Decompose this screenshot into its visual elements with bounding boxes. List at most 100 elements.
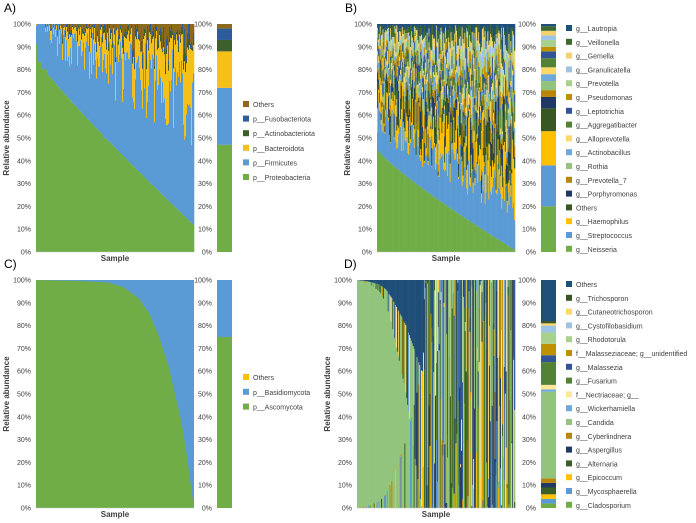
sample-bar-segment xyxy=(406,81,408,83)
sample-bar-segment xyxy=(414,182,416,252)
sample-bar-segment xyxy=(175,39,177,45)
sample-bar-segment xyxy=(459,58,462,76)
sample-bar-segment xyxy=(493,329,495,356)
sample-bar-segment xyxy=(469,89,471,95)
sample-bar-segment xyxy=(416,24,418,28)
sample-bar-segment xyxy=(450,26,452,33)
sample-bar-segment xyxy=(383,80,385,82)
sample-bar-segment xyxy=(447,457,449,508)
sample-bar-segment xyxy=(401,317,403,375)
legend-swatch xyxy=(566,190,572,197)
sample-bar-segment xyxy=(500,175,502,194)
sample-bar-segment xyxy=(476,27,478,39)
sample-bar-segment xyxy=(423,142,426,160)
sample-bar-segment xyxy=(500,378,502,469)
sample-bar-segment xyxy=(502,103,504,111)
sample-bar-segment xyxy=(90,52,92,122)
sample-bar-segment xyxy=(383,81,385,85)
sample-bar-segment xyxy=(410,142,412,180)
sample-bar-segment xyxy=(387,28,389,35)
sample-bar-segment xyxy=(108,51,110,84)
sample-bar-segment xyxy=(469,331,471,508)
sample-bar-segment xyxy=(128,161,130,252)
bar-y-tick-label: 60% xyxy=(198,113,212,120)
sample-bar-segment xyxy=(446,85,449,94)
bar-y-tick-label: 50% xyxy=(198,136,212,143)
sample-bar-segment xyxy=(388,67,390,69)
sample-bar-segment xyxy=(397,67,399,69)
sample-bar-segment xyxy=(385,117,387,159)
sample-bar-segment xyxy=(505,102,508,120)
sample-bar-segment xyxy=(441,65,443,81)
sample-bar-segment xyxy=(479,87,481,90)
sample-bar-segment xyxy=(447,68,450,70)
sample-bar-segment xyxy=(434,82,437,91)
sample-bar-segment xyxy=(446,153,448,206)
sample-bar-segment xyxy=(492,84,495,99)
sample-bar-segment xyxy=(448,87,450,112)
sample-bar-segment xyxy=(490,101,492,122)
sample-bar-segment xyxy=(383,84,385,94)
sample-bar-segment xyxy=(436,198,439,252)
sample-bar-segment xyxy=(111,143,113,252)
sample-bar-segment xyxy=(477,136,479,139)
sample-bar-segment xyxy=(456,280,458,434)
sample-bar-segment xyxy=(418,64,420,66)
sample-bar-segment xyxy=(411,37,414,41)
sample-bar-segment xyxy=(482,229,485,252)
legend-swatch xyxy=(566,294,572,301)
sample-bar-segment xyxy=(386,92,388,109)
sample-bar-segment xyxy=(429,49,431,51)
sample-bar-segment xyxy=(110,142,112,252)
sample-bar-segment xyxy=(395,51,397,53)
sample-bar-segment xyxy=(403,109,405,127)
sample-bar-segment xyxy=(443,203,445,252)
sample-bar-segment xyxy=(403,174,405,252)
sample-bar-segment xyxy=(500,49,502,68)
sample-bar-segment xyxy=(455,42,457,53)
bar-y-tick-label: 20% xyxy=(522,204,536,211)
sample-bar-segment xyxy=(499,135,501,149)
sample-bar-segment xyxy=(445,37,447,53)
sample-bar-segment xyxy=(385,52,387,59)
sample-bar-segment xyxy=(171,203,173,252)
sample-bar-segment xyxy=(383,24,385,41)
sample-bar-segment xyxy=(417,40,419,49)
sample-bar-segment xyxy=(380,285,382,294)
sample-bar-segment xyxy=(406,136,408,177)
sample-bar-segment xyxy=(497,76,499,81)
sample-bar-segment xyxy=(57,36,59,57)
sample-bar-segment xyxy=(410,93,412,112)
sample-bar-segment xyxy=(65,24,67,31)
sample-bar-segment xyxy=(388,63,390,68)
sample-bar-segment xyxy=(459,214,462,252)
sample-bar-segment xyxy=(378,94,381,103)
sample-bar-segment xyxy=(479,89,481,96)
sample-bar-segment xyxy=(423,189,426,252)
sample-bar-segment xyxy=(379,26,381,30)
sample-bar-segment xyxy=(420,280,422,368)
sample-bar-segment xyxy=(182,29,184,35)
sample-bar-segment xyxy=(423,56,425,62)
sample-bar-segment xyxy=(428,405,430,508)
sample-bar-segment xyxy=(443,33,445,48)
sample-bar-segment xyxy=(148,37,150,49)
sample-bar-segment xyxy=(385,280,388,290)
sample-bar-segment xyxy=(481,341,483,508)
sample-bar-segment xyxy=(498,43,500,45)
sample-bar-segment xyxy=(469,36,471,38)
sample-bar-segment xyxy=(429,47,431,50)
sample-bar-segment xyxy=(462,175,464,182)
sample-bar-segment xyxy=(434,41,437,65)
sample-bar-segment xyxy=(491,176,493,195)
sample-bar-segment xyxy=(495,192,497,239)
sample-bar-segment xyxy=(153,36,155,59)
sample-bar-segment xyxy=(501,436,504,508)
sample-bar-segment xyxy=(397,80,399,91)
sample-bar-segment xyxy=(424,31,427,36)
sample-bar-segment xyxy=(100,29,102,47)
sample-bar-segment xyxy=(407,102,409,121)
sample-bar-segment xyxy=(487,175,489,233)
sample-bar-segment xyxy=(429,193,431,252)
bar-y-tick-label: 70% xyxy=(198,346,212,353)
